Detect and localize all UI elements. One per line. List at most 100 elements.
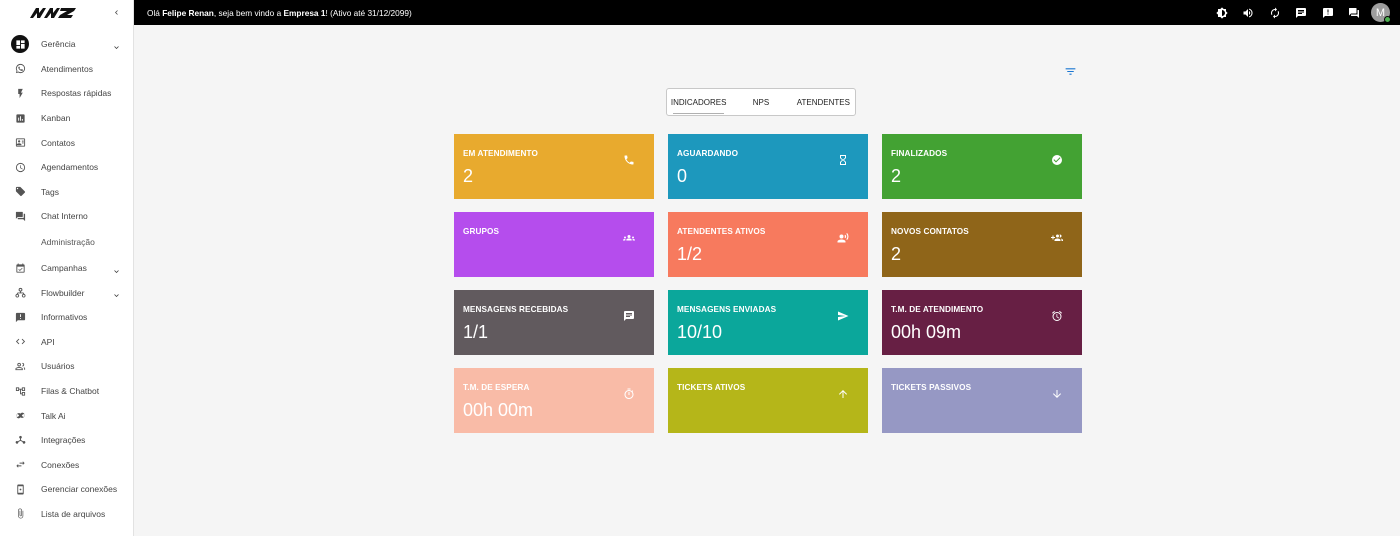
sidebar-item-label: Kanban: [41, 113, 71, 124]
sidebar-item-label: Flowbuilder: [41, 287, 85, 298]
card-title: MENSAGENS ENVIADAS: [677, 305, 777, 314]
sidebar-item-label: Usuários: [41, 361, 75, 372]
sidebar-item-label: Conexões: [41, 459, 80, 470]
collapse-sidebar-icon[interactable]: [112, 6, 121, 20]
card-value: 00h 09m: [891, 322, 962, 342]
messages-icon[interactable]: [1294, 6, 1308, 20]
card-tm-atendimento: T.M. DE ATENDIMENTO 00h 09m: [882, 290, 1082, 355]
sidebar-item-atendimentos[interactable]: Atendimentos: [0, 57, 133, 82]
sidebar-item-kanban[interactable]: Kanban: [0, 106, 133, 131]
tag-icon: [11, 183, 29, 201]
volume-icon[interactable]: [1241, 6, 1255, 20]
sidebar-item-usuarios[interactable]: Usuários: [0, 354, 133, 379]
card-finalizados: FINALIZADOS 2: [882, 134, 1082, 199]
clock-icon: [11, 158, 29, 176]
chevron-down-icon[interactable]: [112, 287, 121, 298]
sidebar: Gerência Atendimentos Respostas rápidas …: [0, 0, 134, 536]
record-voice-icon: [837, 231, 849, 243]
integration-icon: [11, 431, 29, 449]
card-title: FINALIZADOS: [891, 149, 948, 158]
admin-section-label: Administração: [41, 237, 95, 248]
card-value: 2: [891, 166, 902, 186]
sidebar-item-integracoes[interactable]: Integrações: [0, 428, 133, 453]
sidebar-item-label: Gerência: [41, 39, 76, 50]
sidebar-item-talk-ai[interactable]: Talk Ai: [0, 403, 133, 428]
sidebar-item-informativos[interactable]: Informativos: [0, 305, 133, 330]
card-value: 2: [891, 244, 902, 264]
chat-icon: [11, 207, 29, 225]
calendar-check-icon: [11, 259, 29, 277]
alarm-icon: [1051, 309, 1063, 321]
greeting-mid: , seja bem vindo a: [213, 7, 284, 18]
dashboard-icon: [11, 35, 29, 54]
logo-image: [30, 8, 76, 18]
card-value: 0: [677, 166, 688, 186]
sidebar-item-campanhas[interactable]: Campanhas: [0, 256, 133, 281]
internal-chat-icon[interactable]: [1347, 6, 1361, 20]
sidebar-item-gerencia[interactable]: Gerência: [0, 32, 133, 57]
sidebar-item-label: Filas & Chatbot: [41, 386, 100, 397]
top-bar-actions: M: [1202, 0, 1391, 25]
tab-nps[interactable]: NPS: [752, 97, 770, 107]
chevron-down-icon[interactable]: [112, 39, 121, 49]
sidebar-item-lista-arquivos[interactable]: Lista de arquivos: [0, 502, 133, 527]
card-value: 1/1: [463, 322, 489, 342]
sidebar-item-label: Contatos: [41, 137, 76, 148]
avatar[interactable]: M: [1371, 3, 1391, 23]
card-aguardando: AGUARDANDO 0: [668, 134, 868, 199]
queue-icon: [11, 382, 29, 400]
user-name: Felipe Renan: [162, 7, 214, 18]
tab-atendentes[interactable]: ATENDENTES: [796, 97, 850, 107]
chevron-down-icon[interactable]: [112, 263, 121, 273]
sidebar-item-conexoes[interactable]: Conexões: [0, 453, 133, 478]
announcement-icon[interactable]: [1321, 6, 1335, 20]
sidebar-item-label: Tags: [41, 186, 59, 197]
card-tm-espera: T.M. DE ESPERA 00h 00m: [454, 368, 654, 433]
sidebar-item-respostas-rapidas[interactable]: Respostas rápidas: [0, 81, 133, 106]
phone-settings-icon: [11, 480, 29, 498]
card-em-atendimento: EM ATENDIMENTO 2: [454, 134, 654, 199]
sidebar-item-filas-chatbot[interactable]: Filas & Chatbot: [0, 379, 133, 404]
sidebar-item-label: Agendamentos: [41, 162, 99, 173]
flow-icon: [11, 284, 29, 302]
sidebar-item-label: Gerenciar conexões: [41, 484, 118, 495]
sidebar-item-label: Chat Interno: [41, 211, 88, 222]
sidebar-item-flowbuilder[interactable]: Flowbuilder: [0, 280, 133, 305]
contacts-icon: [11, 134, 29, 152]
card-novos-contatos: NOVOS CONTATOS 2: [882, 212, 1082, 277]
filter-icon[interactable]: [1064, 65, 1077, 78]
card-value: 10/10: [677, 322, 723, 342]
tab-indicadores[interactable]: INDICADORES: [667, 89, 730, 115]
whatsapp-icon: [11, 60, 29, 78]
card-atendentes-ativos: ATENDENTES ATIVOS 1/2: [668, 212, 868, 277]
card-title: NOVOS CONTATOS: [891, 227, 969, 236]
online-status-dot: [1384, 16, 1391, 23]
sidebar-item-label: Talk Ai: [41, 410, 66, 421]
sidebar-item-label: API: [41, 336, 55, 347]
refresh-icon[interactable]: [1268, 6, 1282, 20]
card-value: 2: [463, 166, 474, 186]
sidebar-item-gerenciar-conexoes[interactable]: Gerenciar conexões: [0, 477, 133, 502]
company-name: Empresa 1: [283, 7, 326, 18]
sync-arrows-icon: [11, 456, 29, 474]
arrow-up-icon: [837, 387, 849, 399]
sidebar-item-agendamentos[interactable]: Agendamentos: [0, 155, 133, 180]
card-title: TICKETS ATIVOS: [677, 383, 746, 392]
sidebar-item-label: Atendimentos: [41, 63, 93, 74]
greeting-prefix: Olá: [147, 7, 163, 18]
sidebar-item-contatos[interactable]: Contatos: [0, 130, 133, 155]
card-value: 1/2: [677, 244, 703, 264]
card-mensagens-enviadas: MENSAGENS ENVIADAS 10/10: [668, 290, 868, 355]
sidebar-item-label: Lista de arquivos: [41, 508, 106, 519]
sidebar-item-label: Campanhas: [41, 263, 87, 274]
sidebar-item-chat-interno[interactable]: Chat Interno: [0, 204, 133, 229]
send-icon: [837, 309, 849, 321]
sidebar-item-tags[interactable]: Tags: [0, 180, 133, 205]
card-title: TICKETS PASSIVOS: [891, 383, 972, 392]
card-title: EM ATENDIMENTO: [463, 149, 538, 158]
sidebar-item-api[interactable]: API: [0, 330, 133, 355]
logo-row: [0, 0, 133, 26]
theme-toggle-icon[interactable]: [1215, 6, 1229, 20]
flash-icon: [11, 84, 29, 102]
check-circle-icon: [1051, 153, 1063, 165]
